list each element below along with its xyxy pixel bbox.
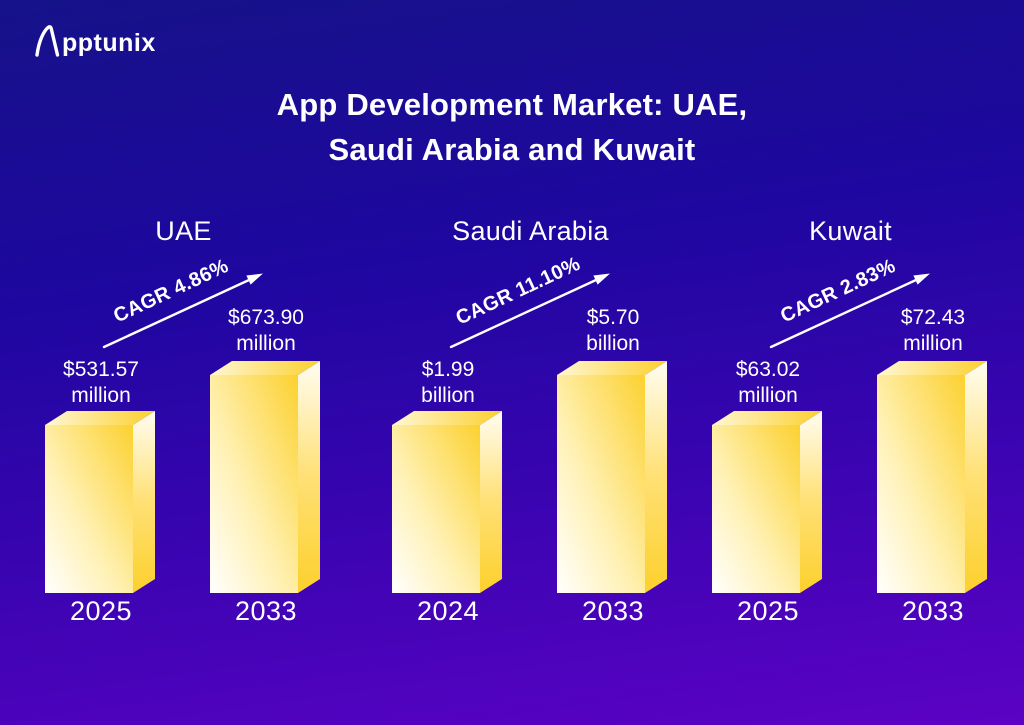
country-label-kuwait: Kuwait [809, 216, 892, 246]
cagr-arrow-icon [769, 273, 930, 349]
value-unit: million [903, 332, 963, 355]
country-label-saudi-arabia: Saudi Arabia [452, 216, 609, 246]
bar-kuwait-2033 [877, 361, 987, 593]
value-unit: billion [586, 332, 640, 355]
value-amount: $531.57 [63, 358, 139, 381]
value-unit: million [236, 332, 296, 355]
title-line-1: App Development Market: UAE, [276, 87, 748, 122]
bar-value-label-saudi-2024: $1.99 billion [392, 357, 504, 409]
bar-year-label-kuwait-2033: 2033 [901, 596, 965, 626]
chart-group-uae: UAE CAGR 4.86% $531.57 million 2025 $673… [45, 210, 322, 640]
bar-uae-2033 [210, 361, 320, 593]
bar-kuwait-2025 [712, 411, 822, 593]
value-unit: million [738, 384, 798, 407]
title-line-2: Saudi Arabia and Kuwait [328, 132, 696, 167]
value-amount: $5.70 [586, 306, 640, 329]
bar-year-label-saudi-2024: 2024 [416, 596, 480, 626]
bar-saudi-2024 [392, 411, 502, 593]
value-amount: $72.43 [900, 306, 966, 329]
bar-year-label-saudi-2033: 2033 [581, 596, 645, 626]
value-amount: $1.99 [421, 358, 475, 381]
chart-group-saudi-arabia: Saudi Arabia CAGR 11.10% $1.99 billion 2… [392, 210, 669, 640]
cagr-arrow-icon [102, 273, 263, 349]
value-unit: million [71, 384, 131, 407]
bar-value-label-kuwait-2033: $72.43 million [877, 305, 989, 357]
bar-value-label-uae-2025: $531.57 million [45, 357, 157, 409]
bar-value-label-uae-2033: $673.90 million [210, 305, 322, 357]
chart-group-kuwait: Kuwait CAGR 2.83% $63.02 million 2025 $7… [712, 210, 989, 640]
bar-value-label-kuwait-2025: $63.02 million [712, 357, 824, 409]
value-unit: billion [421, 384, 475, 407]
cagr-arrow-icon [449, 273, 610, 349]
bar-year-label-uae-2033: 2033 [234, 596, 298, 626]
bar-saudi-2033 [557, 361, 667, 593]
bar-year-label-uae-2025: 2025 [69, 596, 133, 626]
value-amount: $63.02 [735, 358, 801, 381]
apptunix-logo: pptunix [34, 25, 156, 57]
country-label-uae: UAE [155, 216, 212, 246]
bar-year-label-kuwait-2025: 2025 [736, 596, 800, 626]
bar-value-label-saudi-2033: $5.70 billion [557, 305, 669, 357]
bar-uae-2025 [45, 411, 155, 593]
page-title: App Development Market: UAE, Saudi Arabi… [0, 82, 1024, 172]
logo-text: pptunix [62, 29, 156, 57]
value-amount: $673.90 [228, 306, 304, 329]
logo-a-icon [35, 25, 60, 57]
